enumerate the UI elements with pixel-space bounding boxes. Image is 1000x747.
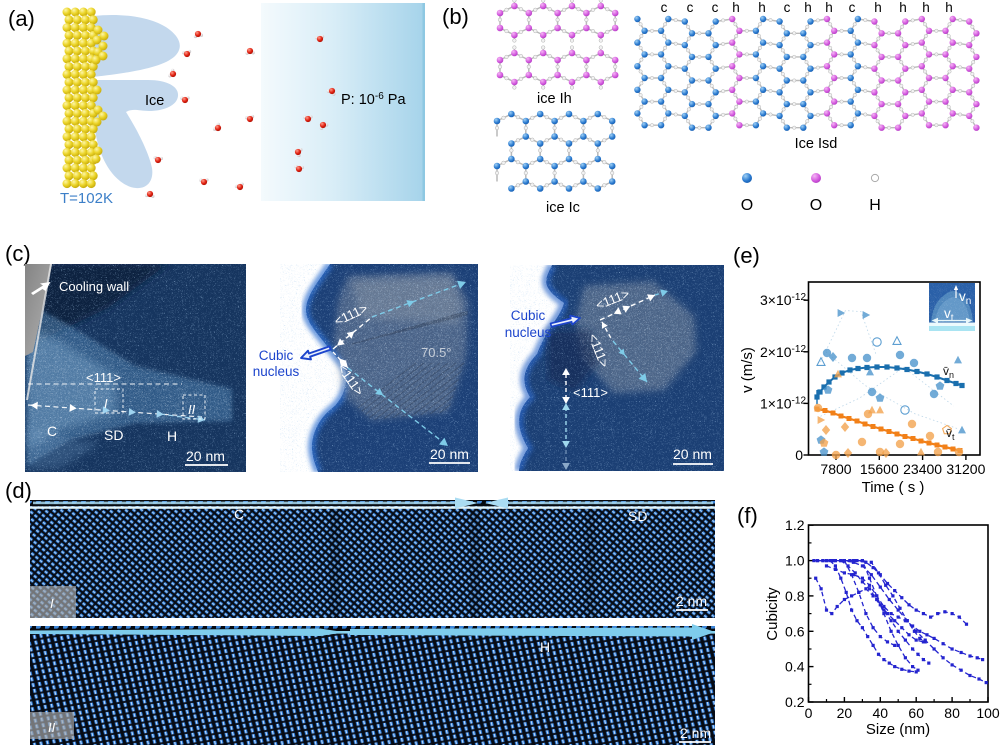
svg-text:(d): (d) xyxy=(5,478,32,503)
svg-text:c: c xyxy=(661,0,668,15)
svg-text:h: h xyxy=(732,0,740,15)
svg-text:1.0: 1.0 xyxy=(785,553,805,569)
svg-text:v (m/s): v (m/s) xyxy=(739,347,756,393)
svg-text:c: c xyxy=(784,0,791,15)
svg-text:I: I xyxy=(50,596,54,611)
svg-text:c: c xyxy=(687,0,694,15)
svg-text:vt: vt xyxy=(944,306,954,324)
svg-text:h: h xyxy=(945,0,953,15)
svg-text:Time ( s ): Time ( s ) xyxy=(862,479,925,496)
svg-text:0: 0 xyxy=(805,705,813,721)
svg-text:3×10-12: 3×10-12 xyxy=(760,292,806,308)
svg-text:T=102K: T=102K xyxy=(60,190,113,207)
svg-text:nucleus: nucleus xyxy=(505,325,552,340)
svg-text:2 nm: 2 nm xyxy=(676,593,707,609)
svg-text:0.4: 0.4 xyxy=(785,659,805,675)
svg-text:Cubic: Cubic xyxy=(511,308,546,323)
svg-text:1×10-12: 1×10-12 xyxy=(760,395,806,411)
svg-text:v̄n: v̄n xyxy=(943,364,954,380)
svg-text:(a): (a) xyxy=(8,6,35,31)
svg-text:60: 60 xyxy=(908,705,924,721)
svg-text:SD: SD xyxy=(104,427,123,443)
svg-text:<111>: <111> xyxy=(573,385,608,400)
svg-text:70.5°: 70.5° xyxy=(421,345,452,360)
svg-text:h: h xyxy=(922,0,930,15)
svg-text:II: II xyxy=(188,402,196,417)
svg-text:h: h xyxy=(874,0,882,15)
svg-text:H: H xyxy=(167,428,177,444)
svg-text:c: c xyxy=(849,0,856,15)
svg-text:0.8: 0.8 xyxy=(785,588,805,604)
svg-text:<111>: <111> xyxy=(86,370,121,385)
svg-text:ice Ic: ice Ic xyxy=(546,200,580,216)
svg-text:(e): (e) xyxy=(733,243,760,268)
svg-text:20 nm: 20 nm xyxy=(186,448,225,464)
svg-text:(c): (c) xyxy=(5,241,31,266)
svg-text:O: O xyxy=(810,197,822,214)
svg-text:1.2: 1.2 xyxy=(785,517,805,533)
svg-text:h: h xyxy=(804,0,812,15)
svg-text:Ice Isd: Ice Isd xyxy=(795,136,838,152)
svg-text:nucleus: nucleus xyxy=(253,364,300,379)
svg-text:80: 80 xyxy=(944,705,960,721)
svg-text:H: H xyxy=(540,639,550,655)
svg-text:C: C xyxy=(47,423,57,439)
svg-text:C: C xyxy=(234,506,244,522)
svg-text:Cubicity: Cubicity xyxy=(764,587,781,641)
svg-text:31200: 31200 xyxy=(946,461,985,477)
svg-text:Cooling wall: Cooling wall xyxy=(59,279,129,294)
svg-text:(f): (f) xyxy=(737,503,758,528)
svg-text:20 nm: 20 nm xyxy=(430,446,469,462)
svg-text:v̄t: v̄t xyxy=(946,426,955,442)
svg-text:(b): (b) xyxy=(442,4,469,29)
svg-text:Size (nm): Size (nm) xyxy=(866,721,930,738)
svg-text:40: 40 xyxy=(873,705,889,721)
svg-text:20 nm: 20 nm xyxy=(673,446,712,462)
svg-text:2 nm: 2 nm xyxy=(680,725,711,741)
svg-text:H: H xyxy=(869,197,881,214)
svg-text:h: h xyxy=(899,0,907,15)
svg-text:23400: 23400 xyxy=(903,461,942,477)
svg-text:I: I xyxy=(104,396,108,411)
svg-text:Cubic: Cubic xyxy=(259,348,294,363)
svg-text:h: h xyxy=(758,0,766,15)
svg-text:c: c xyxy=(712,0,719,15)
svg-text:Ice: Ice xyxy=(145,93,164,109)
svg-text:2×10-12: 2×10-12 xyxy=(760,344,806,360)
svg-text:P: 10-6 Pa: P: 10-6 Pa xyxy=(341,91,406,108)
svg-text:II: II xyxy=(48,720,56,735)
svg-text:0.2: 0.2 xyxy=(785,694,805,710)
svg-text:0.6: 0.6 xyxy=(785,623,805,639)
svg-text:7800: 7800 xyxy=(820,461,851,477)
svg-text:0: 0 xyxy=(795,447,803,463)
svg-text:SD: SD xyxy=(628,508,647,524)
svg-text:20: 20 xyxy=(837,705,853,721)
svg-text:h: h xyxy=(825,0,833,15)
svg-text:O: O xyxy=(741,197,753,214)
svg-text:15600: 15600 xyxy=(860,461,899,477)
svg-text:ice Ih: ice Ih xyxy=(537,91,572,107)
svg-text:100: 100 xyxy=(976,705,1000,721)
